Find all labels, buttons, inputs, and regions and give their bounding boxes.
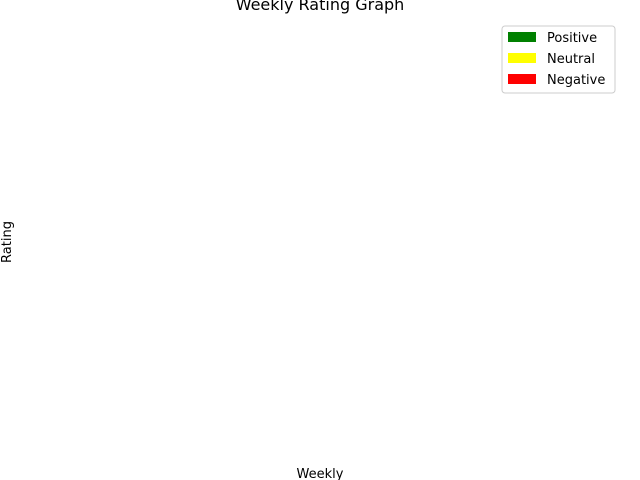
x-axis-label: Weekly	[297, 467, 344, 480]
chart-title: Weekly Rating Graph	[236, 0, 405, 14]
legend-swatch-positive	[508, 32, 536, 42]
legend-swatch-neutral	[508, 53, 536, 63]
legend-swatch-negative	[508, 74, 536, 84]
legend-label-neutral: Neutral	[547, 52, 595, 67]
y-axis-label: Rating	[0, 221, 15, 263]
legend: Positive Neutral Negative	[501, 25, 616, 94]
legend-label-negative: Negative	[547, 73, 605, 88]
legend-label-positive: Positive	[547, 31, 597, 46]
legend-entries: Positive Neutral Negative	[508, 31, 605, 88]
